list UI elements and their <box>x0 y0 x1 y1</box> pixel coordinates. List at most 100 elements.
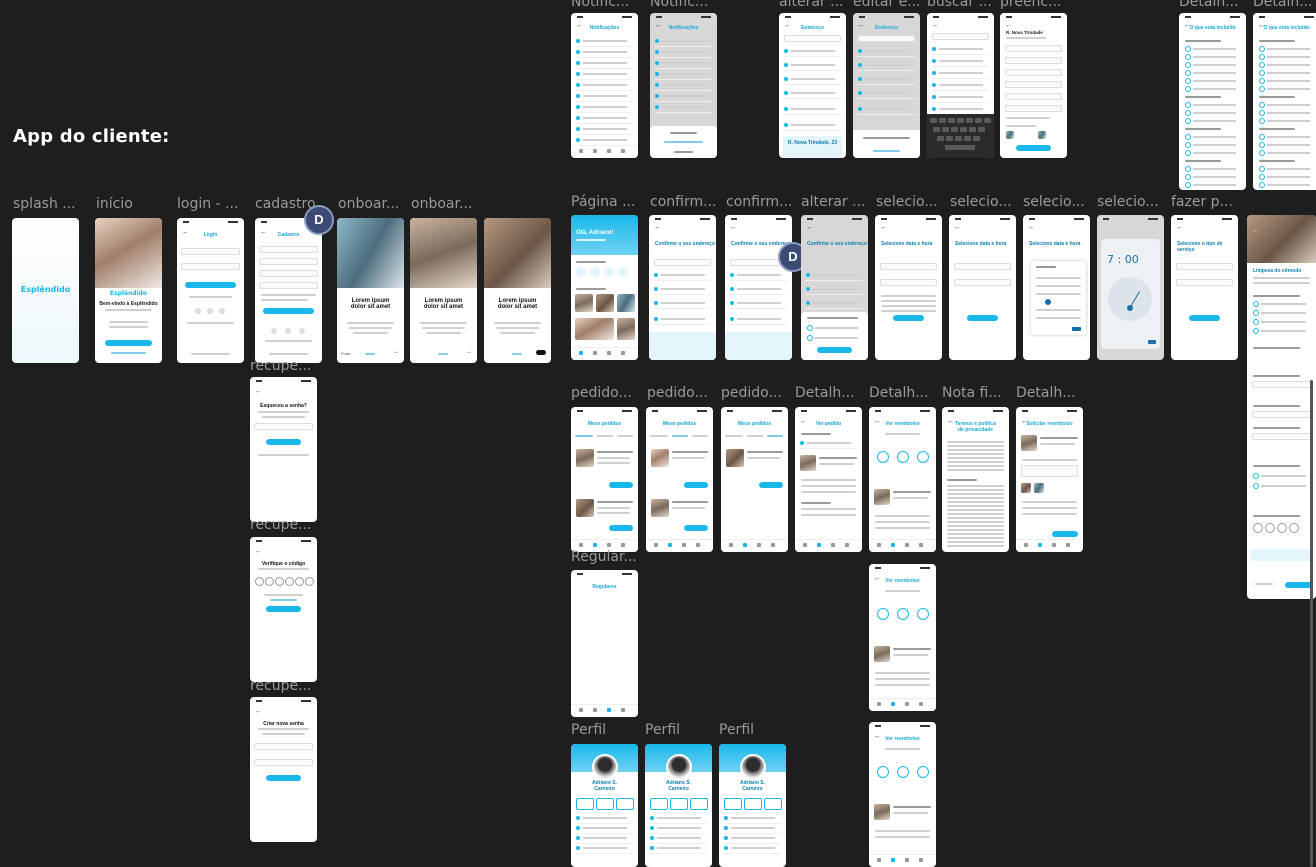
screen-title: Esqueceu a senha? <box>260 403 307 409</box>
frame-alterar-endereco[interactable]: ← Endereço R. Nova Trindade, 23 <box>779 13 846 158</box>
clock-time: 7 : 00 <box>1107 253 1139 266</box>
new-address-label: R. Nova Trindade, 23 <box>787 140 838 146</box>
frame-onboarding-2[interactable]: Lorem ipsum dolor sit amet → <box>410 218 477 363</box>
screen-title: Confirme o seu endereço <box>807 241 868 247</box>
frame-ver-reembolso-2[interactable]: ← Ver reembolso <box>869 564 936 711</box>
frame-detalhes-incluido-2[interactable]: ← O que está incluído <box>1253 13 1316 190</box>
skip-link[interactable]: Pular <box>341 351 351 356</box>
frame-login[interactable]: ← Login <box>177 218 244 363</box>
frame-label-detalh-2: Detalh... <box>869 385 929 401</box>
frame-selecionar-data-1[interactable]: ← Selecione data e hora <box>875 215 942 360</box>
frame-verificar-codigo[interactable]: ← Verifique o código <box>250 537 317 682</box>
avatar <box>740 754 766 780</box>
address-heading: R. Nova Trindade <box>1006 30 1043 35</box>
onboarding-title: Lorem ipsum dolor sit amet <box>423 298 464 310</box>
screen-title: Selecione data e hora <box>1029 241 1081 247</box>
onboarding-title: Lorem ipsum dolor sit amet <box>497 298 538 310</box>
frame-recuperar-senha[interactable]: ← Esqueceu a senha? <box>250 377 317 522</box>
frame-label-selecio-2: selecio... <box>950 194 1012 210</box>
screen-title: Selecione data e hora <box>881 241 933 247</box>
frame-selecionar-data-calendario[interactable]: ← Selecione data e hora <box>1023 215 1090 360</box>
frame-criar-senha[interactable]: ← Criar nova senha <box>250 697 317 842</box>
frame-label-splash: splash ... <box>13 196 76 212</box>
frame-label-recupe-3: recupe... <box>250 678 312 694</box>
frame-notificacoes-1[interactable]: ← Notificações <box>571 13 638 158</box>
frame-meus-pedidos-3[interactable]: Meus pedidos <box>721 407 788 552</box>
frame-pagina-inicial[interactable]: Olá, Adriano! <box>571 215 638 360</box>
frame-preencher-endereco[interactable]: ← R. Nova Trindade <box>1000 13 1067 158</box>
service-title: Limpeza do cômodo <box>1253 268 1302 274</box>
frame-regulares[interactable]: Regulares <box>571 570 638 717</box>
frame-label-perfil-1: Perfil <box>571 722 607 738</box>
frame-label-confirm-1: confirm... <box>650 194 716 210</box>
frame-perfil-2[interactable]: Adriano S. Carneiro <box>645 744 712 867</box>
frame-label-selecio-1: selecio... <box>876 194 938 210</box>
frame-label-confirm-2: confirm... <box>726 194 792 210</box>
frame-solicitar-reembolso[interactable]: ← Solicitar reembolso <box>1016 407 1083 552</box>
next-arrow-icon[interactable]: → <box>393 349 399 355</box>
frame-confirmar-endereco-2[interactable]: ← Confirme o seu endereço <box>725 215 792 360</box>
frame-label-selecio-3: selecio... <box>1023 194 1085 210</box>
greeting: Olá, Adriano! <box>576 230 614 236</box>
frame-label-inicio: início <box>96 196 133 212</box>
frame-buscar-endereco[interactable]: ← <box>927 13 994 158</box>
section-title: App do cliente: <box>13 126 170 147</box>
frame-notificacoes-2[interactable]: ← Notificações <box>650 13 717 158</box>
screen-title: Login <box>203 232 218 238</box>
start-button[interactable] <box>536 350 546 355</box>
frame-splash[interactable]: Esplêndido <box>12 218 79 363</box>
frame-selecionar-tipo-servico[interactable]: ← Selecione o tipo de serviço <box>1171 215 1238 360</box>
canvas-scrollbar[interactable] <box>1310 380 1313 867</box>
frame-ver-reembolso-3[interactable]: ← Ver reembolso <box>869 722 936 867</box>
frame-termos-privacidade[interactable]: ← Termos e política de privacidade <box>942 407 1009 552</box>
screen-title: O que está incluído <box>1263 25 1310 31</box>
frame-alterar-endereco-2[interactable]: ← Confirme o seu endereço <box>801 215 868 360</box>
frame-perfil-1[interactable]: Adriano S. Carneiro <box>571 744 638 867</box>
screen-title: Regulares <box>592 584 617 590</box>
frame-label-pedido-1: pedido... <box>571 385 632 401</box>
screen-title: Meus pedidos <box>737 421 772 427</box>
frame-label-pagina: Página ... <box>571 194 636 210</box>
screen-title: Selecione o tipo de serviço <box>1177 241 1223 253</box>
frame-label-detalh-top-1: Detalh... <box>1179 0 1239 10</box>
frame-ver-reembolso-1[interactable]: ← Ver reembolso <box>869 407 936 552</box>
frame-label-onboard-1: onboar... <box>338 196 400 212</box>
frame-cadastro[interactable]: ← Cadastro <box>255 218 322 363</box>
frame-label-pedido-3: pedido... <box>721 385 782 401</box>
frame-meus-pedidos-2[interactable]: Meus pedidos <box>646 407 713 552</box>
frame-label-nota: Nota fi... <box>942 385 1002 401</box>
frame-detalhes-incluido-1[interactable]: ← O que está incluído <box>1179 13 1246 190</box>
screen-title: Cadastro <box>277 232 300 238</box>
frame-label-recupe-2: recupe... <box>250 517 312 533</box>
frame-label-login: login - ... <box>177 196 239 212</box>
screen-title: Solicitar reembolso <box>1026 421 1073 427</box>
screen-title: Verifique o código <box>261 561 306 567</box>
frame-ver-pedido[interactable]: ← Ver pedido <box>795 407 862 552</box>
frame-confirmar-endereco-1[interactable]: ← Confirme o seu endereço <box>649 215 716 360</box>
frame-editar-endereco[interactable]: ← Endereço <box>853 13 920 158</box>
frame-inicio[interactable]: Esplêndido Bem-vindo à Esplêndido <box>95 218 162 363</box>
screen-title: Ver reembolso <box>885 578 920 584</box>
screen-title: Notificações <box>668 25 699 31</box>
clock-picker[interactable]: 7 : 00 <box>1101 239 1160 349</box>
frame-label-regular: Regular... <box>571 549 637 565</box>
frame-meus-pedidos-1[interactable]: Meus pedidos <box>571 407 638 552</box>
frame-selecionar-data-2[interactable]: ← Selecione data e hora <box>949 215 1016 360</box>
screen-title: Selecione data e hora <box>955 241 1007 247</box>
frame-perfil-3[interactable]: Adriano S. Carneiro <box>719 744 786 867</box>
avatar <box>592 754 618 780</box>
screen-title: Confirme o seu endereço <box>655 241 716 247</box>
screen-title: Confirme o seu endereço <box>731 241 792 247</box>
frame-onboarding-1[interactable]: Lorem ipsum dolor sit amet Pular → <box>337 218 404 363</box>
frame-label-alterar: alterar ... <box>779 0 844 10</box>
frame-selecionar-hora-relogio[interactable]: 7 : 00 <box>1097 215 1164 360</box>
frame-fazer-pedido[interactable]: ← Limpeza do cômodo <box>1247 215 1316 599</box>
frame-label-buscar: buscar ... <box>927 0 992 10</box>
app-logo: Esplêndido <box>109 290 148 297</box>
calendar-popup[interactable] <box>1031 261 1086 335</box>
screen-title: Endereço <box>875 25 898 31</box>
frame-label-notific-2: Notific... <box>650 0 709 10</box>
frame-onboarding-3[interactable]: Lorem ipsum dolor sit amet <box>484 218 551 363</box>
frame-label-notific-1: Notific... <box>571 0 630 10</box>
next-arrow-icon[interactable]: → <box>466 349 472 355</box>
